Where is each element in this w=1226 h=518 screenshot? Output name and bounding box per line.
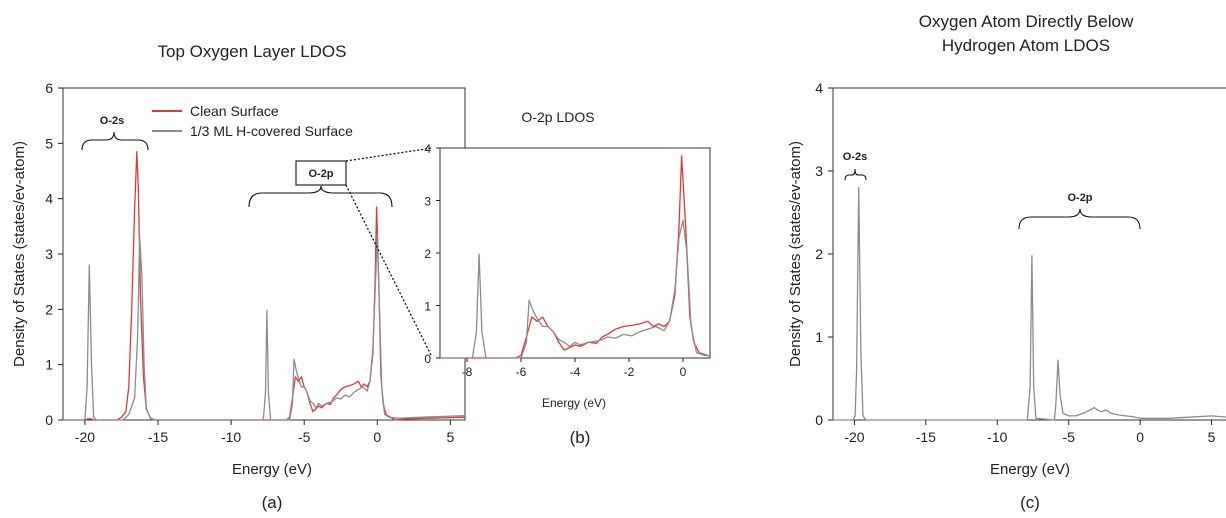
chart-a-o2s-annotation: O-2s: [81, 115, 149, 151]
chart-b-series-clean-line: [440, 155, 711, 359]
chart-a-o2p-brace: [248, 185, 393, 208]
chart-b-y-tick-label: 4: [424, 142, 431, 156]
chart-b-xlabel: Energy (eV): [542, 396, 606, 410]
legend-hcovered-label: 1/3 ML H-covered Surface: [190, 123, 353, 139]
chart-a-legend: Clean Surface 1/3 ML H-covered Surface: [152, 103, 353, 139]
chart-a-series-clean-line: [63, 150, 466, 421]
chart-b-panel-label: (b): [570, 428, 591, 447]
panel-a: Top Oxygen Layer LDOS -20 -15 -10 -5 0 5 0 1 2 3…: [11, 42, 466, 512]
chart-b-x-tick-label: 0: [680, 365, 687, 379]
chart-c-y-tick-label: 1: [815, 329, 823, 345]
chart-a-o2s-brace: [81, 131, 149, 151]
chart-a-x-tick-label: -15: [148, 429, 168, 445]
chart-c-y-tick-label: 0: [815, 412, 823, 428]
chart-c-y-ticks: 0 1 2 3 4: [815, 80, 833, 428]
chart-c-o2p-annotation: O-2p: [1018, 192, 1141, 230]
chart-b-title: O-2p LDOS: [521, 109, 594, 125]
chart-a-panel-label: (a): [262, 493, 283, 512]
chart-b-y-tick-label: 1: [424, 300, 431, 314]
chart-c-y-tick-label: 3: [815, 163, 823, 179]
chart-a-y-tick-label: 0: [45, 412, 53, 428]
chart-c-x-tick-label: 0: [1136, 429, 1144, 445]
chart-a-y-tick-label: 5: [45, 135, 53, 151]
zoom-connector-top: [345, 147, 433, 162]
chart-a-x-ticks: -20 -15 -10 -5 0 5: [75, 420, 454, 445]
chart-a-o2p-box: [295, 160, 347, 186]
chart-c-panel-label: (c): [1020, 493, 1040, 512]
chart-c-y-tick-label: 4: [815, 80, 823, 96]
chart-b-y-tick-label: 3: [424, 195, 431, 209]
chart-b-x-tick-label: -8: [462, 365, 473, 379]
chart-a-plot-area: [63, 150, 466, 421]
chart-c-x-tick-label: -20: [844, 429, 864, 445]
panel-b: O-2p LDOS -8 -6 -4 -2 0 0 1 2 3 4 Energy (eV) (b…: [424, 109, 711, 447]
chart-c-o2s-brace: [844, 168, 867, 181]
legend-clean-label: Clean Surface: [190, 103, 279, 119]
chart-b-y-ticks: 0 1 2 3 4: [424, 142, 440, 366]
chart-b-y-tick-label: 2: [424, 247, 431, 261]
chart-a-x-tick-label: 0: [373, 429, 381, 445]
chart-c-title-line2: Hydrogen Atom LDOS: [942, 36, 1110, 55]
chart-a-x-tick-label: -20: [75, 429, 95, 445]
chart-c-x-tick-label: -15: [916, 429, 936, 445]
chart-a-y-tick-label: 4: [45, 191, 53, 207]
chart-b-y-tick-label: 0: [424, 352, 431, 366]
chart-c-x-tick-label: 5: [1208, 429, 1216, 445]
chart-b-x-tick-label: -2: [624, 365, 635, 379]
chart-a-x-tick-label: -10: [221, 429, 241, 445]
chart-c-x-ticks: -20 -15 -10 -5 0 5: [844, 420, 1216, 445]
chart-c-o2p-brace: [1018, 208, 1141, 230]
chart-a-o2s-label: O-2s: [100, 115, 124, 127]
chart-a-y-tick-label: 1: [45, 357, 53, 373]
chart-b-series-h-covered-line: [440, 219, 711, 359]
chart-b-plot-area: [440, 155, 711, 359]
chart-c-y-tick-label: 2: [815, 246, 823, 262]
chart-c-plot-area: [833, 186, 1226, 421]
chart-c-o2p-label: O-2p: [1067, 192, 1092, 204]
chart-a-o2p-annotation: O-2p: [248, 160, 393, 208]
chart-c-o2s-annotation: O-2s: [843, 151, 867, 181]
chart-c-title-line1: Oxygen Atom Directly Below: [919, 12, 1134, 31]
chart-c-x-tick-label: -10: [987, 429, 1007, 445]
chart-c-series-h-covered-line: [833, 186, 1226, 421]
chart-a-y-tick-label: 6: [45, 80, 53, 96]
chart-b-background: [432, 148, 710, 358]
chart-a-o2p-label: O-2p: [308, 168, 333, 180]
chart-c-frame: [832, 87, 1226, 421]
chart-a-series-h-covered-line: [63, 233, 466, 421]
chart-a-x-tick-label: -5: [298, 429, 311, 445]
chart-b-x-tick-label: -4: [570, 365, 581, 379]
chart-a-y-tick-label: 3: [45, 246, 53, 262]
chart-a-title: Top Oxygen Layer LDOS: [158, 42, 347, 61]
chart-b-x-tick-label: -6: [516, 365, 527, 379]
chart-a-y-tick-label: 2: [45, 301, 53, 317]
chart-c-o2s-label: O-2s: [843, 151, 867, 163]
chart-c-ylabel: Density of States (states/ev-atom): [787, 141, 804, 367]
chart-c-x-tick-label: -5: [1062, 429, 1075, 445]
chart-c-xlabel: Energy (eV): [990, 461, 1070, 478]
chart-a-y-ticks: 0 1 2 3 4 5 6: [45, 80, 63, 428]
chart-a-x-tick-label: 5: [446, 429, 454, 445]
chart-b-x-ticks: -8 -6 -4 -2 0: [462, 358, 687, 379]
chart-a-ylabel: Density of States (states/ev-atom): [11, 141, 28, 367]
panel-c: Oxygen Atom Directly Below Hydrogen Atom…: [787, 12, 1226, 512]
chart-a-xlabel: Energy (eV): [232, 461, 312, 478]
zoom-connector-bottom: [345, 184, 433, 358]
